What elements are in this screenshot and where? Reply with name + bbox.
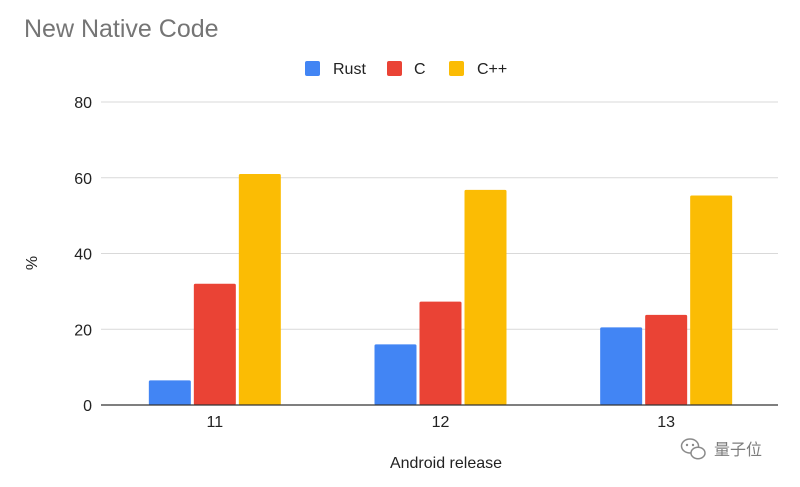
bar-cpp-12 xyxy=(464,189,507,405)
watermark-text: 量子位 xyxy=(714,440,762,459)
y-tick-label: 40 xyxy=(74,247,92,264)
chart-title: New Native Code xyxy=(24,15,219,43)
y-tick-label: 80 xyxy=(74,95,92,112)
watermark: 量子位 xyxy=(680,438,762,460)
x-tick-label: 13 xyxy=(657,414,675,431)
legend-swatch-c xyxy=(387,61,402,76)
y-axis-ticks: 0 20 40 60 80 xyxy=(74,95,92,415)
x-tick-label: 12 xyxy=(432,414,450,431)
legend-swatch-rust xyxy=(305,61,320,76)
wechat-icon xyxy=(680,438,706,460)
legend: Rust C C++ xyxy=(305,61,507,78)
bar-rust-12 xyxy=(374,344,417,405)
x-tick-label: 11 xyxy=(207,414,224,431)
bar-rust-13 xyxy=(600,327,643,405)
bar-c-12 xyxy=(419,301,462,405)
y-tick-label: 60 xyxy=(74,171,92,188)
bar-rust-11 xyxy=(148,380,191,405)
bars xyxy=(148,173,733,405)
legend-label-cpp: C++ xyxy=(477,61,507,78)
legend-swatch-cpp xyxy=(449,61,464,76)
bar-c-11 xyxy=(193,283,236,405)
y-tick-label: 0 xyxy=(83,398,92,415)
x-axis-label: Android release xyxy=(390,455,502,472)
legend-label-c: C xyxy=(414,61,426,78)
y-axis-label: % xyxy=(24,256,41,270)
bar-cpp-13 xyxy=(690,195,733,405)
y-tick-label: 20 xyxy=(74,322,92,339)
bar-c-13 xyxy=(645,314,688,405)
bar-cpp-11 xyxy=(238,173,281,405)
x-axis-ticks: 11 12 13 xyxy=(207,414,676,431)
legend-label-rust: Rust xyxy=(333,61,366,78)
